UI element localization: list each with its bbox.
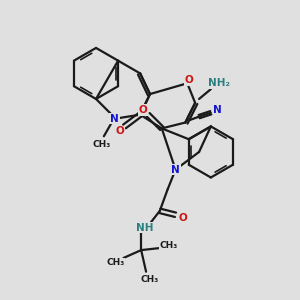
Text: CH₃: CH₃ (93, 140, 111, 148)
Text: NH: NH (136, 223, 154, 232)
Text: N: N (110, 114, 119, 124)
Text: N: N (213, 105, 222, 115)
Text: NH₂: NH₂ (208, 78, 230, 88)
Text: O: O (139, 105, 148, 115)
Text: O: O (179, 213, 188, 223)
Text: CH₃: CH₃ (160, 241, 178, 250)
Text: O: O (140, 113, 141, 114)
Text: O: O (185, 75, 194, 85)
Text: CH₃: CH₃ (141, 275, 159, 284)
Text: O: O (115, 126, 124, 136)
Text: CH₃: CH₃ (106, 258, 125, 267)
Text: N: N (171, 165, 180, 175)
